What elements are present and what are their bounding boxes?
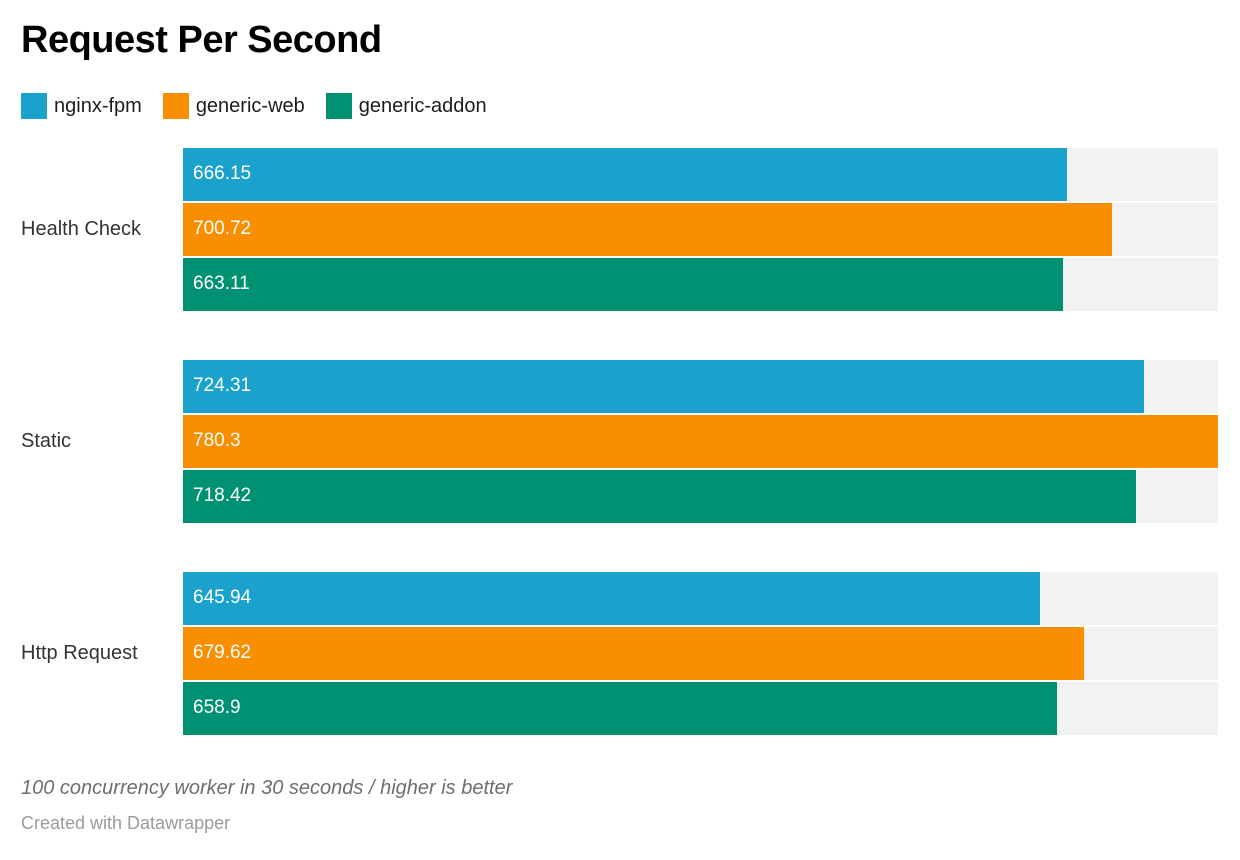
legend-label: generic-web — [195, 94, 305, 117]
legend-swatch-generic-web — [162, 92, 189, 119]
bar-row: 666.15 — [183, 147, 1218, 201]
legend-item-generic-web: generic-web — [162, 92, 305, 119]
category-label: Health Check — [21, 217, 142, 240]
bar-nginx-fpm: 666.15 — [183, 147, 1067, 201]
category-label: Http Request — [21, 641, 138, 664]
legend-swatch-nginx-fpm — [21, 92, 47, 119]
bar-value-label: 666.15 — [193, 163, 252, 185]
bar-row: 663.11 — [183, 257, 1218, 311]
footnote: 100 concurrency worker in 30 seconds / h… — [21, 776, 513, 799]
bar-group-http-request: Http Request 645.94 679.62 — [21, 571, 1218, 735]
bar-generic-addon: 718.42 — [183, 469, 1136, 523]
bar-value-label: 724.31 — [193, 375, 252, 397]
bar-value-label: 700.72 — [193, 218, 252, 240]
legend-label: generic-addon — [358, 94, 487, 117]
plot-area: Health Check 666.15 700.72 — [21, 147, 1218, 735]
bar-row: 679.62 — [183, 626, 1218, 680]
category-label: Static — [21, 429, 72, 452]
bar-group-static: Static 724.31 780.3 — [21, 359, 1218, 523]
bar-nginx-fpm: 724.31 — [183, 359, 1144, 413]
bar-value-label: 663.11 — [193, 273, 250, 295]
datawrapper-byline[interactable]: Created with Datawrapper — [21, 812, 231, 833]
chart-title: Request Per Second — [21, 19, 382, 61]
bar-row: 645.94 — [183, 571, 1218, 625]
legend-item-generic-addon: generic-addon — [325, 92, 487, 119]
bar-row: 724.31 — [183, 359, 1218, 413]
bar-generic-addon: 663.11 — [183, 257, 1063, 311]
bar-group-health-check: Health Check 666.15 700.72 — [21, 147, 1218, 311]
bar-generic-web: 679.62 — [183, 626, 1085, 680]
bar-row: 658.9 — [183, 681, 1218, 735]
bar-row: 780.3 — [183, 414, 1218, 468]
bar-generic-addon: 658.9 — [183, 681, 1057, 735]
chart-footer: 100 concurrency worker in 30 seconds / h… — [21, 776, 1218, 835]
legend-item-nginx-fpm: nginx-fpm — [21, 92, 142, 119]
legend-label: nginx-fpm — [54, 94, 142, 117]
bar-value-label: 679.62 — [193, 642, 252, 664]
bar-row: 700.72 — [183, 202, 1218, 256]
bar-generic-web: 780.3 — [183, 414, 1218, 468]
bar-row: 718.42 — [183, 469, 1218, 523]
legend: nginx-fpm generic-web generic-addon — [21, 92, 1218, 119]
bar-value-label: 645.94 — [193, 587, 252, 609]
bar-value-label: 780.3 — [193, 430, 241, 452]
bar-value-label: 658.9 — [193, 697, 241, 719]
bar-nginx-fpm: 645.94 — [183, 571, 1040, 625]
bar-value-label: 718.42 — [193, 485, 252, 507]
legend-swatch-generic-addon — [325, 92, 352, 119]
bar-generic-web: 700.72 — [183, 202, 1113, 256]
